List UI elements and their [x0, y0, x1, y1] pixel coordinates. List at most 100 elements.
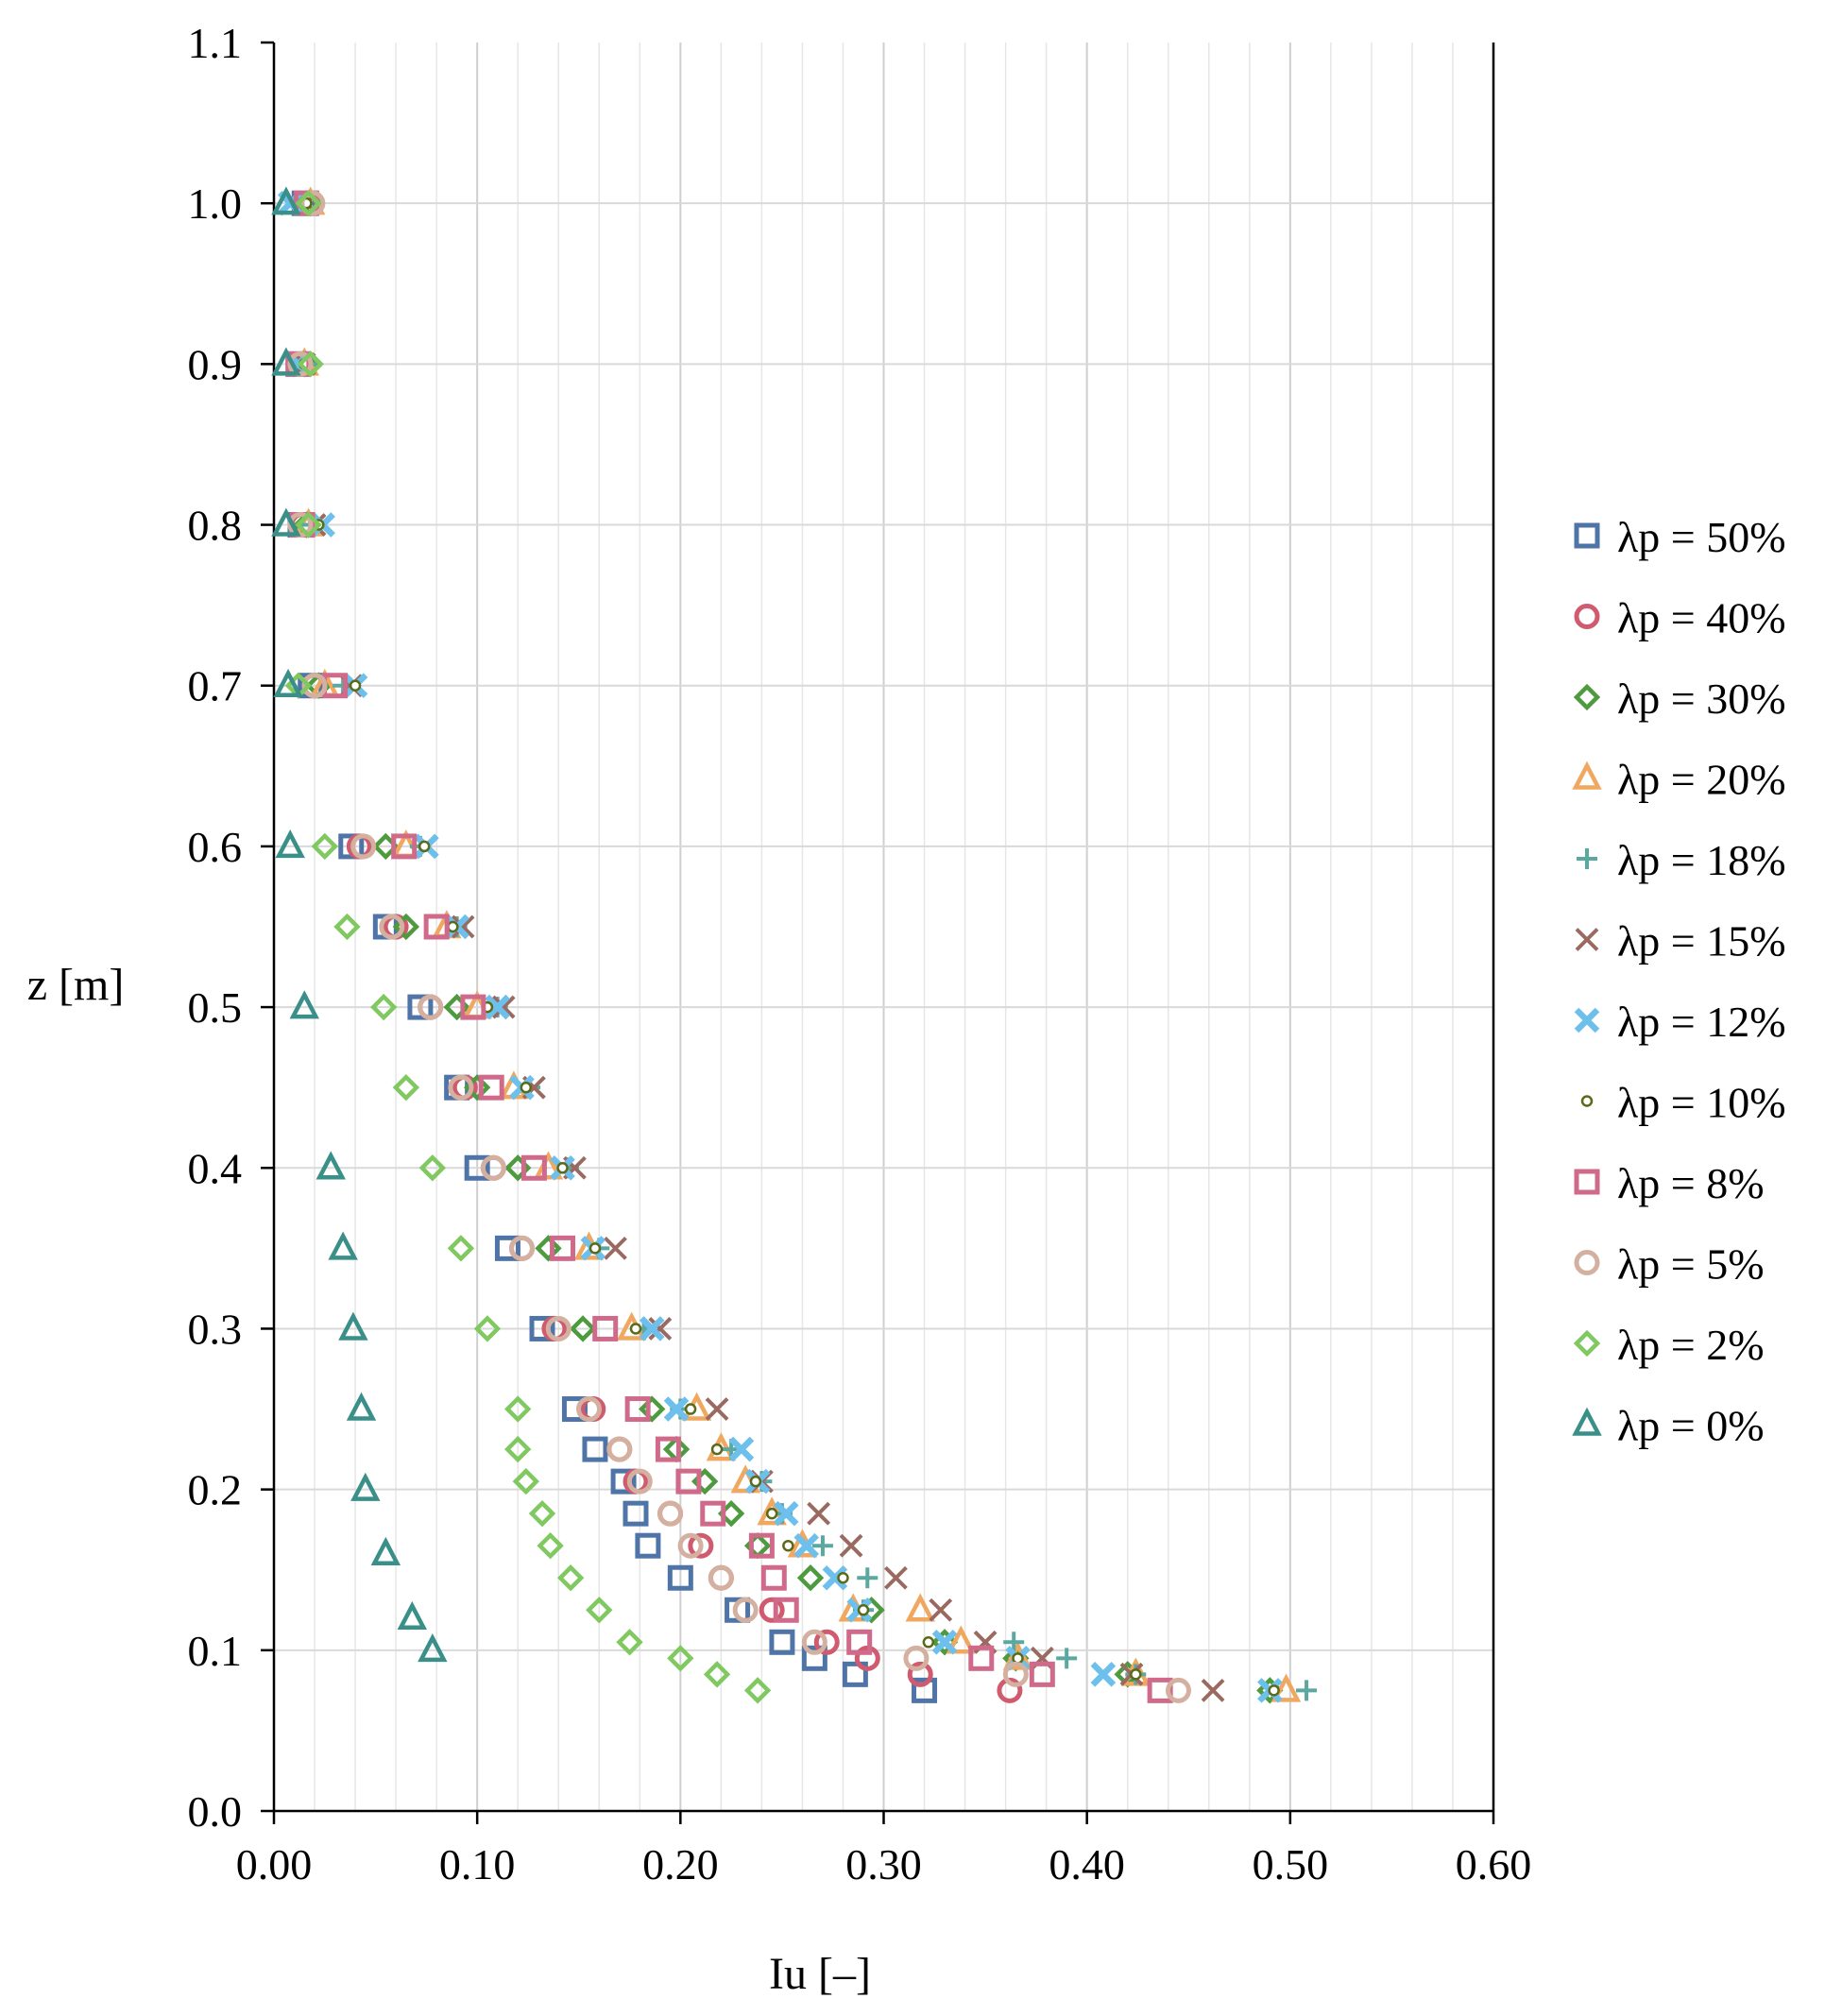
data-point: [657, 1500, 684, 1527]
data-point: [569, 1315, 597, 1342]
x-tick-label: 0.60: [1456, 1840, 1532, 1888]
data-point: [624, 1396, 651, 1423]
data-point: [295, 511, 322, 538]
y-tick-label: 0.8: [188, 502, 243, 550]
series-11: [271, 186, 448, 1663]
legend-label: λp = 5%: [1617, 1240, 1765, 1289]
legend-label: λp = 0%: [1617, 1402, 1765, 1450]
data-point: [732, 1597, 759, 1623]
data-point: [846, 1629, 873, 1655]
data-point: [349, 679, 362, 692]
data-point: [648, 1317, 673, 1341]
data-point: [1029, 1661, 1055, 1687]
data-point: [588, 1242, 602, 1255]
legend-marker: [1574, 1007, 1600, 1034]
data-point: [545, 1315, 571, 1341]
data-point: [1165, 1677, 1191, 1703]
x-tick-label: 0.20: [642, 1840, 719, 1888]
data-point: [561, 1396, 588, 1423]
data-point: [556, 1564, 585, 1592]
data-point: [708, 1564, 734, 1591]
data-point: [883, 1565, 908, 1590]
legend-label: λp = 8%: [1617, 1159, 1765, 1207]
data-point: [576, 1396, 603, 1423]
data-point: [1296, 1680, 1318, 1701]
data-point: [1147, 1677, 1173, 1703]
y-axis-title: z [m]: [27, 960, 125, 1010]
data-point: [350, 833, 377, 860]
data-point: [1130, 1668, 1142, 1681]
data-point: [782, 1539, 794, 1552]
data-point: [606, 1436, 633, 1462]
data-point: [1003, 1632, 1025, 1653]
legend-label: λp = 12%: [1617, 998, 1786, 1046]
data-point: [301, 673, 328, 699]
data-point: [1056, 1648, 1078, 1669]
data-point: [743, 1677, 772, 1704]
data-point: [822, 1564, 848, 1591]
data-point: [494, 1235, 520, 1261]
legend-marker: [1575, 928, 1599, 951]
x-tick-label: 0.40: [1049, 1840, 1125, 1888]
data-point: [379, 914, 405, 940]
data-point: [1268, 1684, 1280, 1697]
data-point: [473, 1315, 502, 1342]
data-point: [491, 995, 516, 1019]
data-point: [748, 1532, 775, 1559]
data-point: [760, 1564, 787, 1591]
data-point: [610, 1468, 637, 1495]
legend: λp = 50% λp = 40% λp = 30% λp = 20% λp = 18%…: [1572, 513, 1786, 1450]
data-point: [773, 1597, 799, 1623]
data-point: [582, 1436, 608, 1462]
legend-marker: [1580, 1095, 1594, 1107]
legend-marker: [1572, 760, 1602, 790]
data-point: [287, 350, 314, 377]
axes: [261, 41, 1495, 1824]
data-point: [623, 1500, 649, 1527]
data-point: [801, 1629, 827, 1655]
y-tick-label: 0.3: [188, 1305, 243, 1353]
legend-marker: [1574, 604, 1600, 629]
data-point: [813, 1629, 840, 1655]
data-point: [635, 1532, 661, 1559]
legend-label: λp = 18%: [1617, 836, 1786, 884]
y-tick-label: 0.4: [188, 1144, 243, 1192]
data-point: [629, 1323, 642, 1335]
data-point: [769, 1629, 795, 1655]
legend-label: λp = 20%: [1617, 756, 1786, 804]
legend-label: λp = 15%: [1617, 917, 1786, 965]
data-point: [328, 1231, 358, 1260]
data-point: [528, 1499, 556, 1528]
data-point: [287, 512, 314, 538]
data-point: [793, 1532, 820, 1559]
data-point: [839, 1533, 863, 1558]
data-point: [370, 1536, 401, 1565]
data-point: [556, 1162, 569, 1174]
data-point: [485, 994, 510, 1020]
legend-marker: [1573, 1329, 1601, 1358]
data-point: [907, 1661, 933, 1687]
y-tick-label: 0.5: [188, 983, 243, 1032]
data-point: [271, 186, 301, 215]
y-tick-label: 0.0: [188, 1787, 243, 1836]
data-point: [749, 1475, 762, 1488]
data-point: [535, 1235, 562, 1262]
data-point: [480, 1154, 506, 1181]
data-point: [520, 1154, 547, 1181]
data-point: [759, 1597, 785, 1623]
data-point: [667, 1645, 694, 1672]
data-point: [407, 994, 434, 1020]
data-point: [857, 1567, 878, 1589]
data-point: [392, 1073, 420, 1102]
y-tick-label: 0.9: [188, 340, 243, 388]
data-point: [504, 1435, 532, 1463]
data-point: [297, 350, 324, 378]
data-point: [796, 1564, 825, 1592]
data-point: [842, 1661, 868, 1687]
data-point: [316, 1151, 346, 1180]
data-point: [333, 913, 361, 941]
data-point: [688, 1532, 714, 1559]
series-7: [298, 196, 1280, 1697]
data-point: [509, 1235, 536, 1261]
data-point: [968, 1645, 995, 1671]
